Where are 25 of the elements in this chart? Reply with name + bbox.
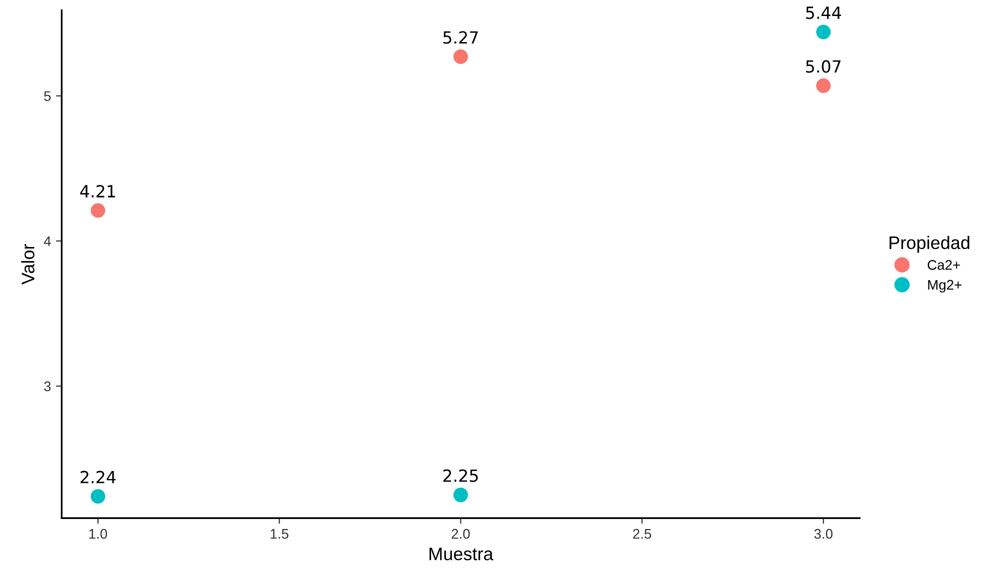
- legend-label: Ca2+: [928, 260, 960, 270]
- y-tick-label: 5: [44, 91, 51, 102]
- x-tick-label: 1.5: [270, 529, 288, 539]
- data-label: 2.25: [443, 469, 478, 482]
- x-tick-label: 2.5: [633, 528, 652, 539]
- y-tick-label: 3: [44, 381, 51, 392]
- x-tick-label: 2.0: [452, 528, 470, 539]
- legend-label: Mg2+: [928, 280, 962, 292]
- data-label: 5.07: [806, 60, 841, 73]
- x-axis-title: Muestra: [430, 548, 494, 560]
- data-label: 5.27: [443, 31, 478, 44]
- y-tick-label: 4: [44, 236, 51, 246]
- point: [816, 24, 831, 40]
- point: [90, 489, 106, 504]
- data-label: 2.24: [80, 470, 116, 484]
- x-tick-label: 3.0: [814, 528, 833, 539]
- point: [816, 78, 831, 93]
- y-axis-title: Valor: [21, 244, 34, 285]
- point: [453, 49, 468, 64]
- data-label: 5.44: [806, 6, 842, 20]
- x-tick-label: 1.0: [89, 528, 108, 539]
- point: [453, 488, 468, 502]
- point: [90, 203, 106, 218]
- data-label: 4.21: [80, 184, 115, 198]
- legend-title: Propiedad: [890, 236, 970, 253]
